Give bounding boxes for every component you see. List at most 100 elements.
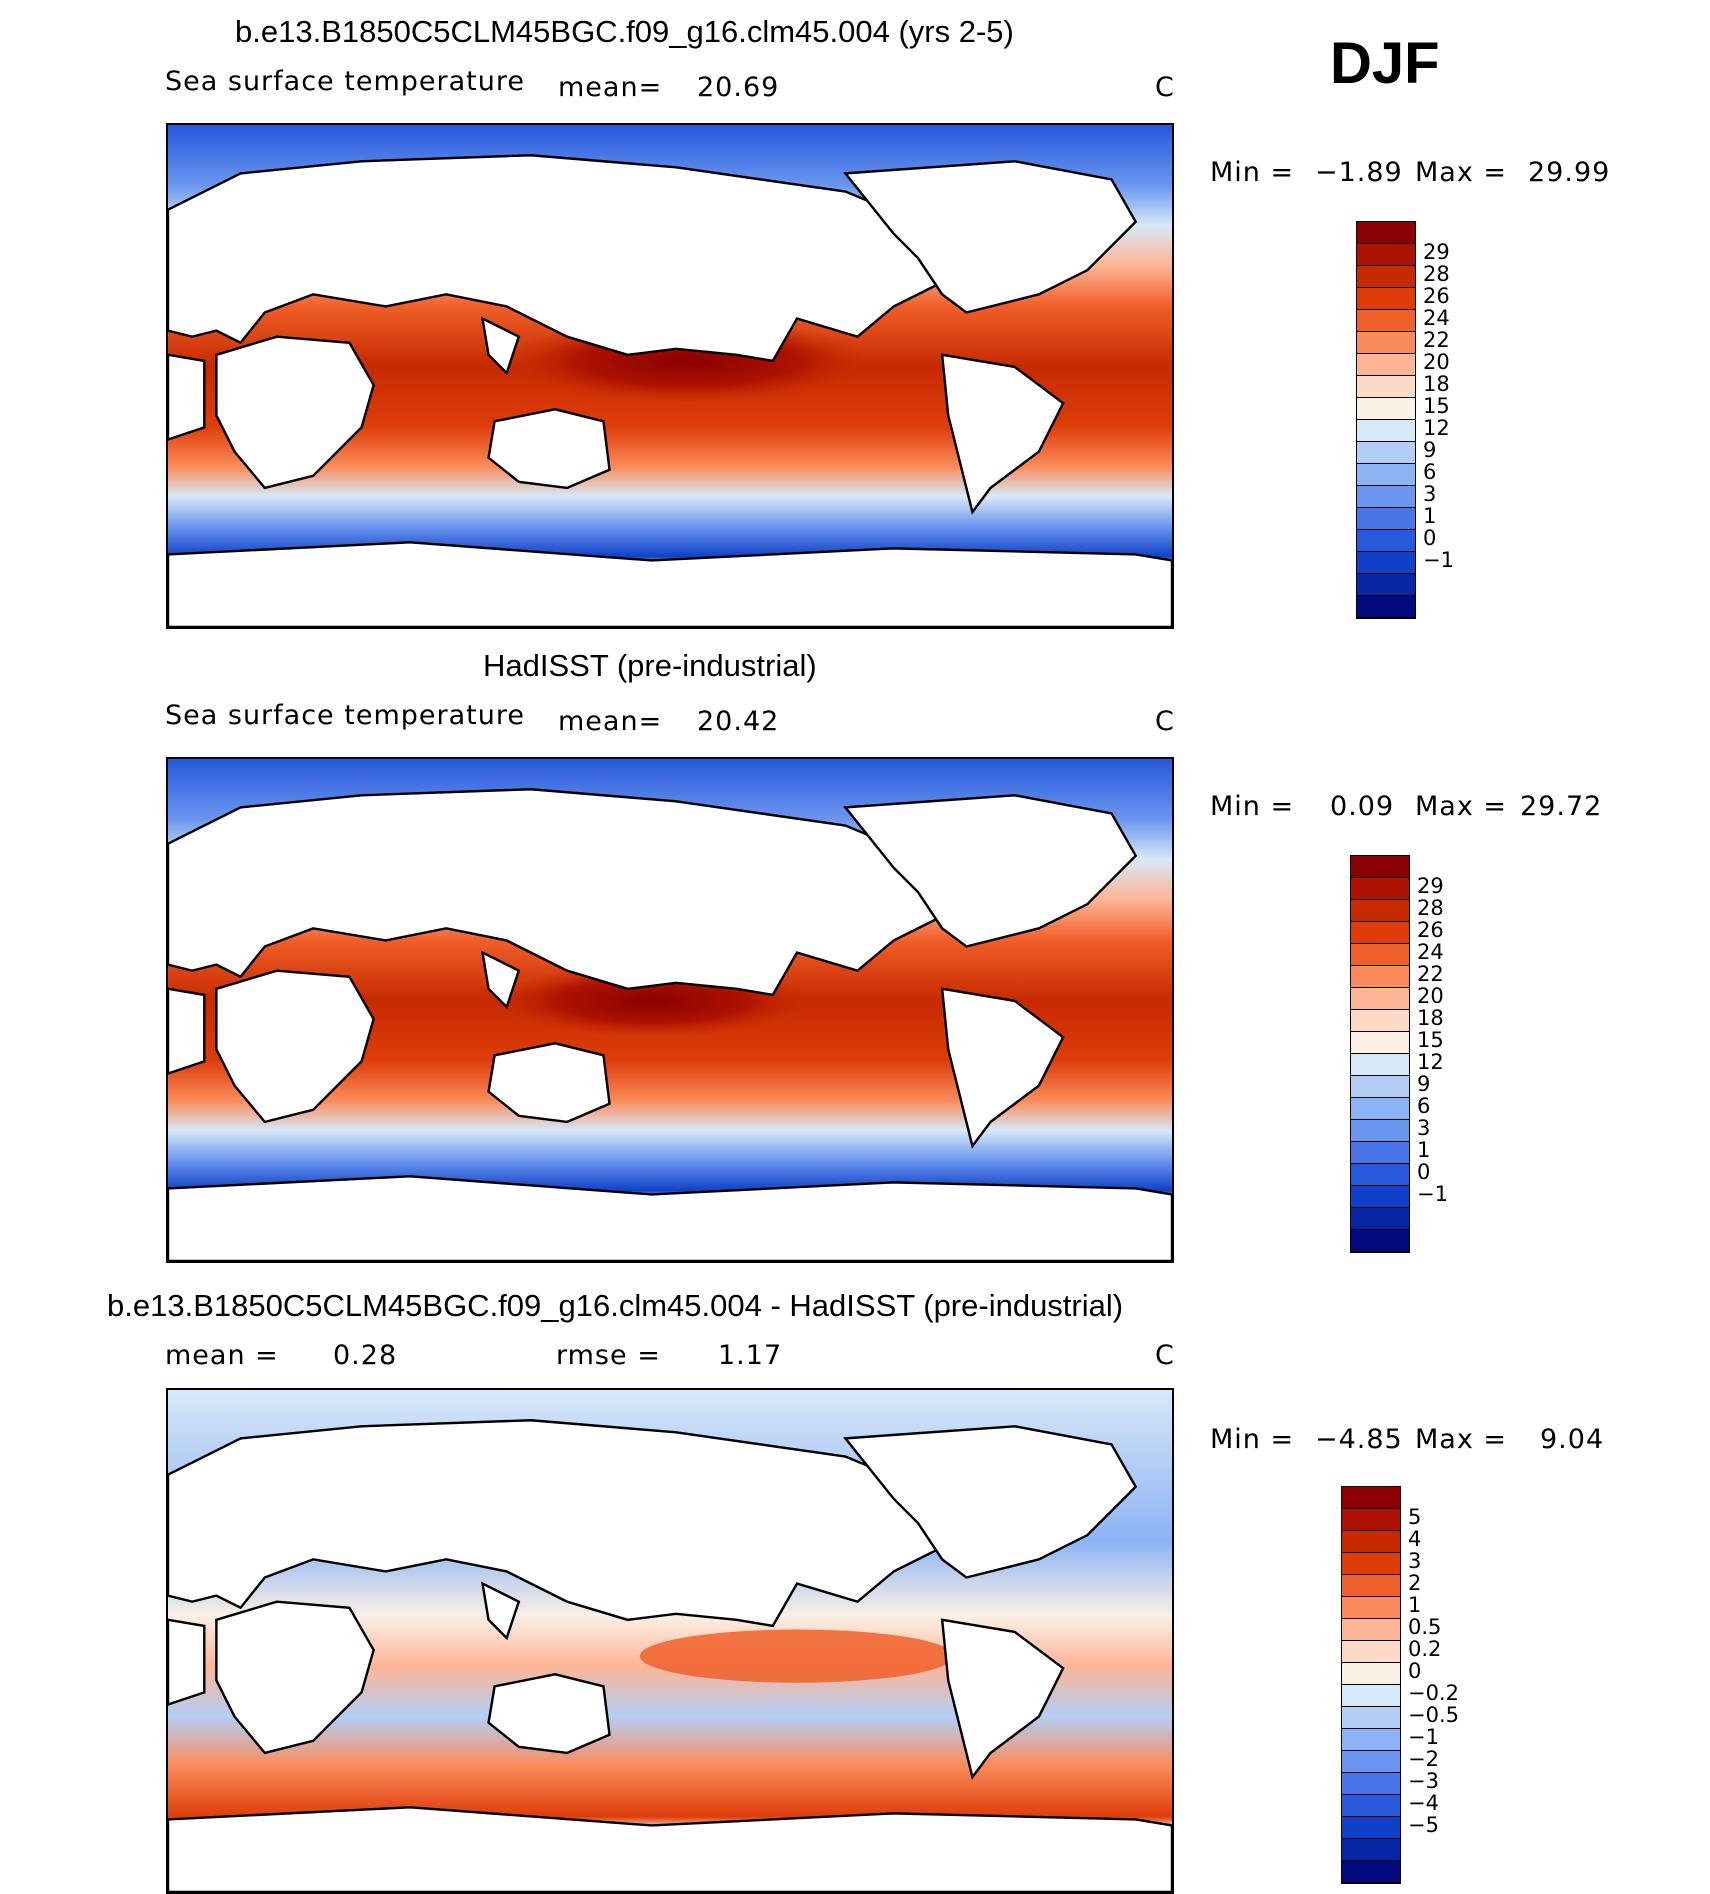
colorbar-label: 12 bbox=[1423, 416, 1450, 440]
colorbar-swatch bbox=[1351, 966, 1409, 988]
colorbar-swatch bbox=[1357, 486, 1415, 508]
panel-3-mean-value: 0.28 bbox=[333, 1340, 398, 1371]
colorbar-swatch bbox=[1351, 944, 1409, 966]
colorbar-swatch bbox=[1357, 574, 1415, 596]
colorbar-label: 1 bbox=[1417, 1138, 1431, 1162]
tropical-pacific-warm bbox=[639, 1629, 955, 1683]
colorbar-label: 9 bbox=[1423, 438, 1437, 462]
colorbar-swatch bbox=[1351, 1120, 1409, 1142]
colorbar-label: −0.2 bbox=[1408, 1681, 1459, 1705]
colorbar-label: −2 bbox=[1408, 1747, 1439, 1771]
panel-3-min-label: Min = bbox=[1210, 1424, 1295, 1455]
colorbar-swatch bbox=[1357, 222, 1415, 244]
panel-2-max-label: Max = bbox=[1415, 791, 1508, 822]
colorbar-swatch bbox=[1351, 1164, 1409, 1186]
colorbar-swatch bbox=[1342, 1509, 1400, 1531]
panel-3-map bbox=[166, 1388, 1174, 1894]
colorbar-label: −5 bbox=[1408, 1813, 1439, 1837]
colorbar-swatch bbox=[1357, 420, 1415, 442]
colorbar-swatch bbox=[1342, 1619, 1400, 1641]
panel-1-colorbar: 29 28 26 24 22 20 18 15 12 9 6 3 1 0 −1 bbox=[1356, 221, 1454, 619]
panel-1-map bbox=[166, 123, 1174, 629]
colorbar-swatch bbox=[1342, 1751, 1400, 1773]
colorbar-swatch bbox=[1357, 398, 1415, 420]
colorbar-label: 22 bbox=[1423, 328, 1450, 352]
panel-2-colorbar: 29 28 26 24 22 20 18 15 12 9 6 3 1 0 −1 bbox=[1350, 855, 1448, 1253]
colorbar-label: 28 bbox=[1423, 262, 1450, 286]
colorbar-label: 15 bbox=[1417, 1028, 1444, 1052]
colorbar-swatch bbox=[1351, 1142, 1409, 1164]
panel-3-min-value: −4.85 bbox=[1315, 1424, 1403, 1455]
colorbar-swatch bbox=[1351, 1054, 1409, 1076]
panel-3-title: b.e13.B1850C5CLM45BGC.f09_g16.clm45.004 … bbox=[107, 1288, 1124, 1323]
colorbar-swatch bbox=[1342, 1575, 1400, 1597]
panel-1-units: C bbox=[1155, 72, 1175, 103]
colorbar-swatch bbox=[1357, 288, 1415, 310]
colorbar-label: −1 bbox=[1423, 548, 1454, 572]
panel-2-max-value: 29.72 bbox=[1520, 791, 1603, 822]
panel-1-max-value: 29.99 bbox=[1528, 157, 1611, 188]
colorbar-label: 1 bbox=[1408, 1593, 1422, 1617]
panel-1-mean-value: 20.69 bbox=[697, 72, 780, 103]
colorbar-label: 5 bbox=[1408, 1505, 1422, 1529]
colorbar-swatch bbox=[1342, 1663, 1400, 1685]
panel-3-max-label: Max = bbox=[1415, 1424, 1508, 1455]
colorbar-swatch bbox=[1342, 1861, 1400, 1883]
panel-2-map bbox=[166, 757, 1174, 1263]
colorbar-label: 26 bbox=[1423, 284, 1450, 308]
colorbar-swatch bbox=[1342, 1839, 1400, 1861]
colorbar-label: −1 bbox=[1417, 1182, 1448, 1206]
colorbar-label: 20 bbox=[1417, 984, 1444, 1008]
colorbar-swatch bbox=[1351, 1076, 1409, 1098]
panel-3-units: C bbox=[1155, 1340, 1175, 1371]
season-label: DJF bbox=[1330, 31, 1440, 96]
colorbar-swatch bbox=[1351, 856, 1409, 878]
colorbar-swatch bbox=[1357, 596, 1415, 618]
colorbar-swatch bbox=[1342, 1641, 1400, 1663]
colorbar-label: 0.5 bbox=[1408, 1615, 1442, 1639]
colorbar-swatch bbox=[1342, 1817, 1400, 1839]
panel-2-units: C bbox=[1155, 706, 1175, 737]
colorbar-swatch bbox=[1357, 508, 1415, 530]
panel-3-max-value: 9.04 bbox=[1540, 1424, 1605, 1455]
colorbar-label: 18 bbox=[1423, 372, 1450, 396]
colorbar-swatch bbox=[1342, 1795, 1400, 1817]
panel-1-mean-label: mean= bbox=[558, 72, 663, 103]
colorbar-swatch bbox=[1357, 552, 1415, 574]
colorbar-label: 3 bbox=[1423, 482, 1437, 506]
colorbar-swatch bbox=[1342, 1773, 1400, 1795]
colorbar-label: 9 bbox=[1417, 1072, 1431, 1096]
colorbar-swatch bbox=[1357, 530, 1415, 552]
colorbar-swatch bbox=[1342, 1729, 1400, 1751]
colorbar-label: 0 bbox=[1417, 1160, 1431, 1184]
panel-3-mean-label: mean = bbox=[165, 1340, 279, 1371]
colorbar-label: 20 bbox=[1423, 350, 1450, 374]
colorbar-swatch bbox=[1357, 244, 1415, 266]
colorbar-label: −4 bbox=[1408, 1791, 1439, 1815]
colorbar-swatch bbox=[1357, 332, 1415, 354]
colorbar-swatch bbox=[1357, 354, 1415, 376]
colorbar-label: 15 bbox=[1423, 394, 1450, 418]
colorbar-label: 3 bbox=[1408, 1549, 1422, 1573]
colorbar-label: 1 bbox=[1423, 504, 1437, 528]
colorbar-label: 6 bbox=[1423, 460, 1437, 484]
colorbar-swatch bbox=[1342, 1597, 1400, 1619]
colorbar-label: 29 bbox=[1423, 240, 1450, 264]
colorbar-label: 0 bbox=[1408, 1659, 1422, 1683]
panel-1-title: b.e13.B1850C5CLM45BGC.f09_g16.clm45.004 … bbox=[235, 14, 1014, 49]
colorbar-label: 26 bbox=[1417, 918, 1444, 942]
colorbar-label: 22 bbox=[1417, 962, 1444, 986]
colorbar-swatch bbox=[1351, 1098, 1409, 1120]
panel-1-max-label: Max = bbox=[1415, 157, 1508, 188]
colorbar-swatch bbox=[1357, 310, 1415, 332]
colorbar-swatch bbox=[1357, 442, 1415, 464]
panel-1-variable: Sea surface temperature bbox=[165, 66, 525, 97]
colorbar-label: 6 bbox=[1417, 1094, 1431, 1118]
colorbar-label: 0.2 bbox=[1408, 1637, 1442, 1661]
colorbar-swatch bbox=[1342, 1487, 1400, 1509]
colorbar-swatch bbox=[1351, 878, 1409, 900]
colorbar-label: 4 bbox=[1408, 1527, 1422, 1551]
panel-3-rmse-label: rmse = bbox=[556, 1340, 661, 1371]
colorbar-swatch bbox=[1357, 464, 1415, 486]
colorbar-swatch bbox=[1357, 266, 1415, 288]
